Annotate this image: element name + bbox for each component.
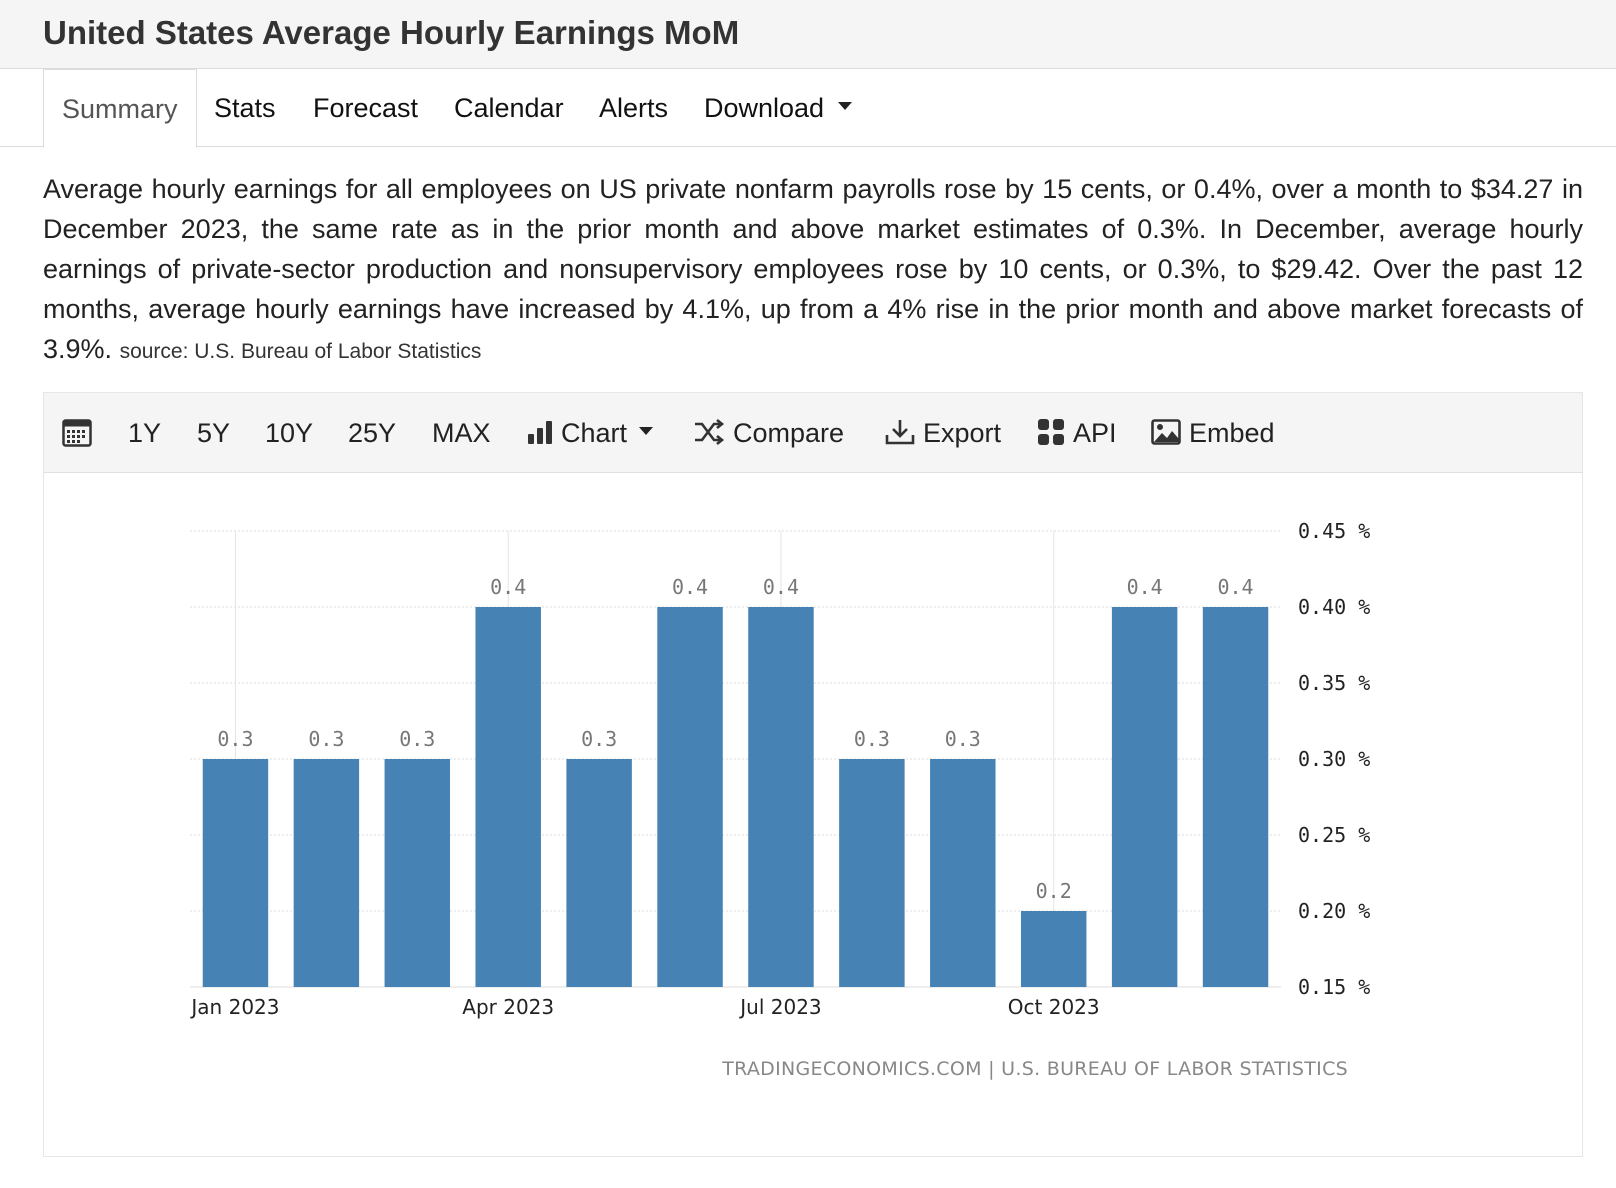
data-label: 0.4 xyxy=(672,575,708,599)
data-label: 0.3 xyxy=(945,727,981,751)
chart-bars xyxy=(202,607,1269,987)
data-label: 0.3 xyxy=(581,727,617,751)
y-tick-label: 0.25 % xyxy=(1298,823,1370,847)
bar-dec-2023 xyxy=(1202,607,1269,987)
bar-feb-2023 xyxy=(293,759,360,987)
range-max-button[interactable]: MAX xyxy=(432,418,491,448)
data-label: 0.3 xyxy=(308,727,344,751)
chart-panel: 1Y 5Y 10Y 25Y MAX Chart Compare xyxy=(43,392,1583,1157)
y-tick-label: 0.20 % xyxy=(1298,899,1370,923)
export-label: Export xyxy=(923,418,1002,448)
chart-data-labels: 0.3 0.3 0.3 0.4 0.3 0.4 0.4 0.3 0.3 0.2 0.4 0.4 xyxy=(217,575,1253,903)
range-25y-button[interactable]: 25Y xyxy=(348,418,397,448)
range-1y-button[interactable]: 1Y xyxy=(128,418,162,448)
shuffle-icon xyxy=(695,418,725,445)
source-citation: source: U.S. Bureau of Labor Statistics xyxy=(119,340,482,363)
data-label: 0.3 xyxy=(399,727,435,751)
embed-label: Embed xyxy=(1189,418,1275,448)
chart-type-label: Chart xyxy=(561,418,628,448)
data-label: 0.4 xyxy=(490,575,526,599)
bar-chart-icon xyxy=(528,420,552,444)
tab-download-label: Download xyxy=(704,93,825,123)
bar-apr-2023 xyxy=(475,607,541,987)
y-tick-label: 0.35 % xyxy=(1298,671,1370,695)
bar-jun-2023 xyxy=(657,607,723,987)
data-label: 0.3 xyxy=(854,727,890,751)
chart-type-dropdown[interactable]: Chart xyxy=(527,393,654,473)
x-tick-label: Jul 2023 xyxy=(738,995,821,1019)
tab-alerts[interactable]: Alerts xyxy=(599,93,669,123)
x-tick-label: Apr 2023 xyxy=(462,995,554,1019)
grid-icon xyxy=(1038,418,1064,445)
summary-text: Average hourly earnings for all employee… xyxy=(43,174,1583,364)
image-icon xyxy=(1151,419,1181,445)
bar-sep-2023 xyxy=(930,759,996,987)
bar-chart: 0.3 0.3 0.3 0.4 0.3 0.4 0.4 0.3 0.3 0.2 0.4 0.4 0.1… xyxy=(189,519,1370,1080)
y-tick-label: 0.40 % xyxy=(1298,595,1370,619)
page-title: United States Average Hourly Earnings Mo… xyxy=(43,14,740,51)
download-icon xyxy=(885,419,915,445)
embed-button[interactable]: Embed xyxy=(1151,393,1275,473)
data-label: 0.4 xyxy=(1217,575,1253,599)
export-button[interactable]: Export xyxy=(885,393,1001,473)
x-tick-label: Oct 2023 xyxy=(1008,995,1100,1019)
tab-stats[interactable]: Stats xyxy=(214,93,276,123)
tab-download[interactable]: Download xyxy=(704,69,853,147)
api-label: API xyxy=(1073,418,1117,448)
bar-jul-2023 xyxy=(748,607,814,987)
data-label: 0.3 xyxy=(217,727,253,751)
data-label: 0.4 xyxy=(763,575,799,599)
api-button[interactable]: API xyxy=(1037,393,1117,473)
calendar-button[interactable] xyxy=(62,393,92,473)
summary-description: Average hourly earnings for all employee… xyxy=(43,169,1583,372)
bar-nov-2023 xyxy=(1111,607,1178,987)
y-tick-label: 0.15 % xyxy=(1298,975,1370,999)
chart-toolbar: 1Y 5Y 10Y 25Y MAX Chart Compare xyxy=(44,393,1582,473)
data-label: 0.2 xyxy=(1036,879,1072,903)
compare-button[interactable]: Compare xyxy=(693,393,844,473)
range-5y-button[interactable]: 5Y xyxy=(197,418,231,448)
compare-label: Compare xyxy=(733,418,845,448)
tab-bar: Summary Stats Forecast Calendar Alerts D… xyxy=(0,69,1616,148)
tab-summary[interactable]: Summary xyxy=(43,69,197,148)
y-tick-label: 0.45 % xyxy=(1298,519,1370,543)
data-label: 0.4 xyxy=(1127,575,1163,599)
chart-axes: 0.15 % 0.20 % 0.25 % 0.30 % 0.35 % 0.40 % 0.45… xyxy=(189,519,1370,1019)
bar-may-2023 xyxy=(566,759,632,987)
page-header: United States Average Hourly Earnings Mo… xyxy=(0,0,1616,69)
bar-mar-2023 xyxy=(384,759,451,987)
x-tick-label: Jan 2023 xyxy=(189,995,279,1019)
bar-aug-2023 xyxy=(839,759,905,987)
y-tick-label: 0.30 % xyxy=(1298,747,1370,771)
tab-calendar[interactable]: Calendar xyxy=(454,93,564,123)
bar-jan-2023 xyxy=(202,759,269,987)
calendar-icon xyxy=(62,419,92,447)
caret-down-icon xyxy=(639,426,654,435)
bar-oct-2023 xyxy=(1020,911,1087,987)
caret-down-icon xyxy=(838,101,853,110)
tab-forecast[interactable]: Forecast xyxy=(313,93,419,123)
chart-source-credit: TRADINGECONOMICS.COM | U.S. BUREAU OF LA… xyxy=(721,1058,1348,1080)
range-10y-button[interactable]: 10Y xyxy=(265,418,314,448)
